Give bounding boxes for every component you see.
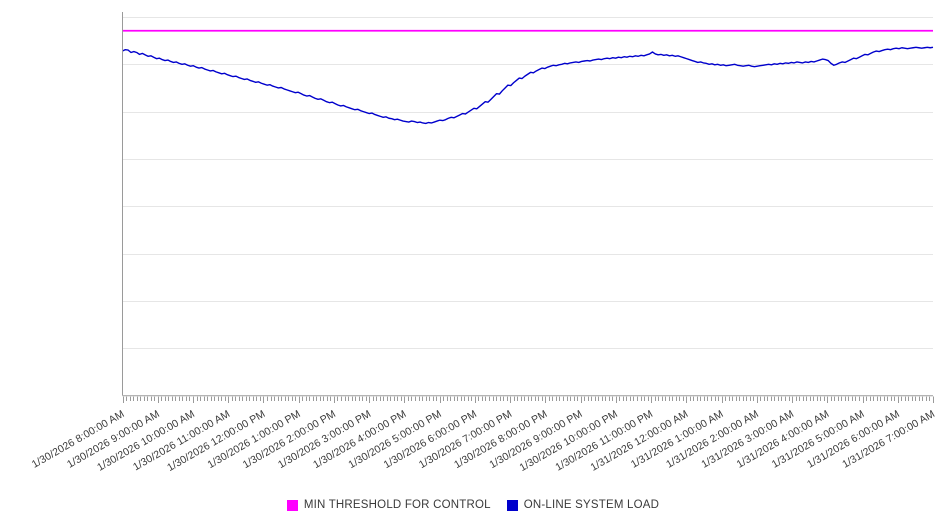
legend-entry[interactable]: MIN THRESHOLD FOR CONTROL bbox=[286, 499, 491, 511]
x-axis-ticks bbox=[123, 396, 934, 403]
series-line bbox=[122, 46, 934, 125]
legend-label: ON-LINE SYSTEM LOAD bbox=[523, 499, 660, 511]
x-axis-tick-labels: 1/30/2026 8:00:00 AM 1/30/2026 9:00:00 AM… bbox=[0, 404, 946, 490]
chart-legend: MIN THRESHOLD FOR CONTROL ON-LINE SYSTEM … bbox=[0, 494, 946, 516]
legend-color-swatch bbox=[286, 499, 298, 511]
plot-area bbox=[122, 12, 934, 403]
legend-color-swatch bbox=[506, 499, 518, 511]
gridlines bbox=[122, 17, 933, 397]
series-lines bbox=[122, 29, 934, 125]
legend-label: MIN THRESHOLD FOR CONTROL bbox=[303, 499, 491, 511]
legend-entry[interactable]: ON-LINE SYSTEM LOAD bbox=[506, 499, 660, 511]
